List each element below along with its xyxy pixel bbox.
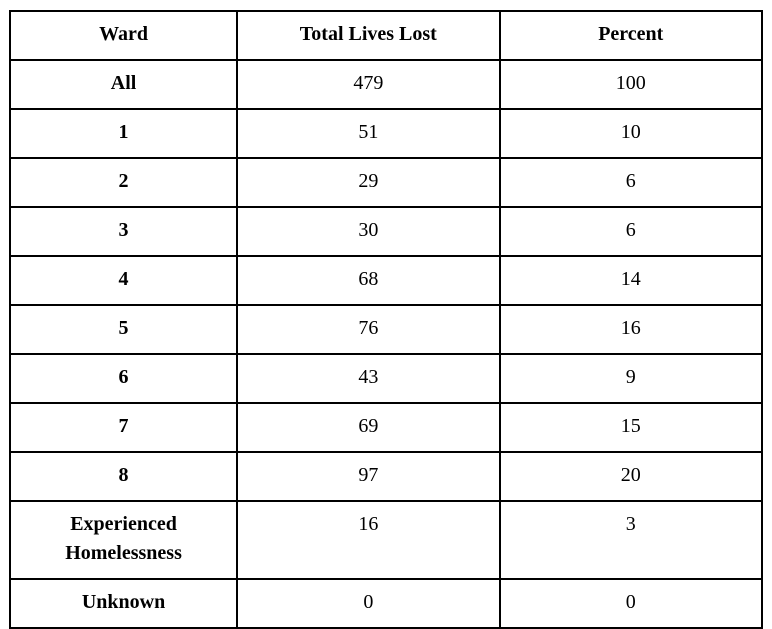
table-row: 4 68 14 (8, 255, 764, 306)
percent-cell: 10 (498, 108, 764, 159)
ward-cell: 7 (8, 402, 239, 453)
percent-cell: 16 (498, 304, 764, 355)
column-header-ward: Ward (8, 10, 239, 61)
table-row: 1 51 10 (8, 108, 764, 159)
ward-cell: 1 (8, 108, 239, 159)
header-row: Ward Total Lives Lost Percent (8, 10, 764, 61)
total-lives-lost-cell: 68 (236, 255, 501, 306)
total-lives-lost-cell: 43 (236, 353, 501, 404)
lives-lost-by-ward-table: Ward Total Lives Lost Percent All 479 100 1… (8, 10, 764, 629)
table-row: All 479 100 (8, 59, 764, 110)
ward-cell: 6 (8, 353, 239, 404)
ward-cell: Experienced Homelessness (8, 500, 239, 580)
total-lives-lost-cell: 51 (236, 108, 501, 159)
ward-cell: Unknown (8, 578, 239, 629)
table-row: 7 69 15 (8, 402, 764, 453)
percent-cell: 0 (498, 578, 764, 629)
ward-cell: All (8, 59, 239, 110)
percent-cell: 3 (498, 500, 764, 580)
total-lives-lost-cell: 97 (236, 451, 501, 502)
ward-cell: 8 (8, 451, 239, 502)
column-header-percent: Percent (498, 10, 764, 61)
total-lives-lost-cell: 76 (236, 304, 501, 355)
column-header-total-lives-lost: Total Lives Lost (236, 10, 501, 61)
percent-cell: 9 (498, 353, 764, 404)
percent-cell: 14 (498, 255, 764, 306)
percent-cell: 15 (498, 402, 764, 453)
total-lives-lost-cell: 479 (236, 59, 501, 110)
table-row: Experienced Homelessness 16 3 (8, 500, 764, 580)
table-row: 8 97 20 (8, 451, 764, 502)
table-row: 2 29 6 (8, 157, 764, 208)
percent-cell: 6 (498, 206, 764, 257)
ward-cell: 2 (8, 157, 239, 208)
total-lives-lost-cell: 0 (236, 578, 501, 629)
ward-cell: 3 (8, 206, 239, 257)
table-row: 6 43 9 (8, 353, 764, 404)
table-body: All 479 100 1 51 10 2 29 6 3 30 6 4 68 14 5 76 16 6 43 9 7 69 1… (8, 59, 764, 629)
percent-cell: 100 (498, 59, 764, 110)
total-lives-lost-cell: 30 (236, 206, 501, 257)
table-row: 3 30 6 (8, 206, 764, 257)
ward-cell: 4 (8, 255, 239, 306)
percent-cell: 20 (498, 451, 764, 502)
percent-cell: 6 (498, 157, 764, 208)
total-lives-lost-cell: 69 (236, 402, 501, 453)
table-row: Unknown 0 0 (8, 578, 764, 629)
total-lives-lost-cell: 16 (236, 500, 501, 580)
total-lives-lost-cell: 29 (236, 157, 501, 208)
table-row: 5 76 16 (8, 304, 764, 355)
ward-cell: 5 (8, 304, 239, 355)
